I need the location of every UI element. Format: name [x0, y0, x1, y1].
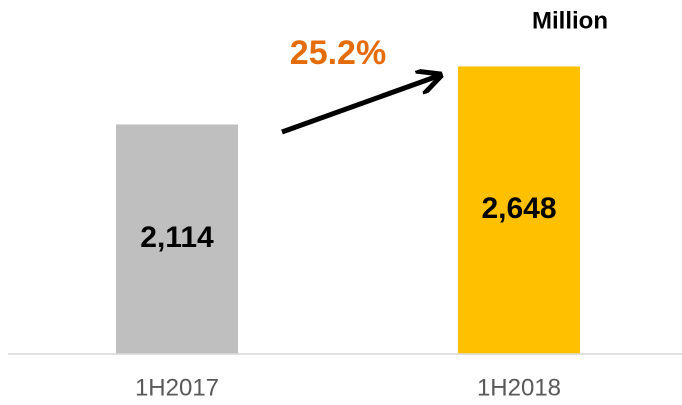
value-label: 2,648 — [481, 192, 556, 225]
growth-annotation: 25.2% — [290, 34, 386, 72]
value-label: 2,114 — [140, 221, 214, 254]
growth-arrow — [281, 76, 438, 135]
unit-label: Million — [532, 7, 608, 34]
bar — [458, 66, 580, 354]
x-tick-label: 1H2018 — [477, 374, 561, 401]
bar — [116, 124, 238, 354]
x-tick-label: 1H2017 — [135, 374, 219, 401]
